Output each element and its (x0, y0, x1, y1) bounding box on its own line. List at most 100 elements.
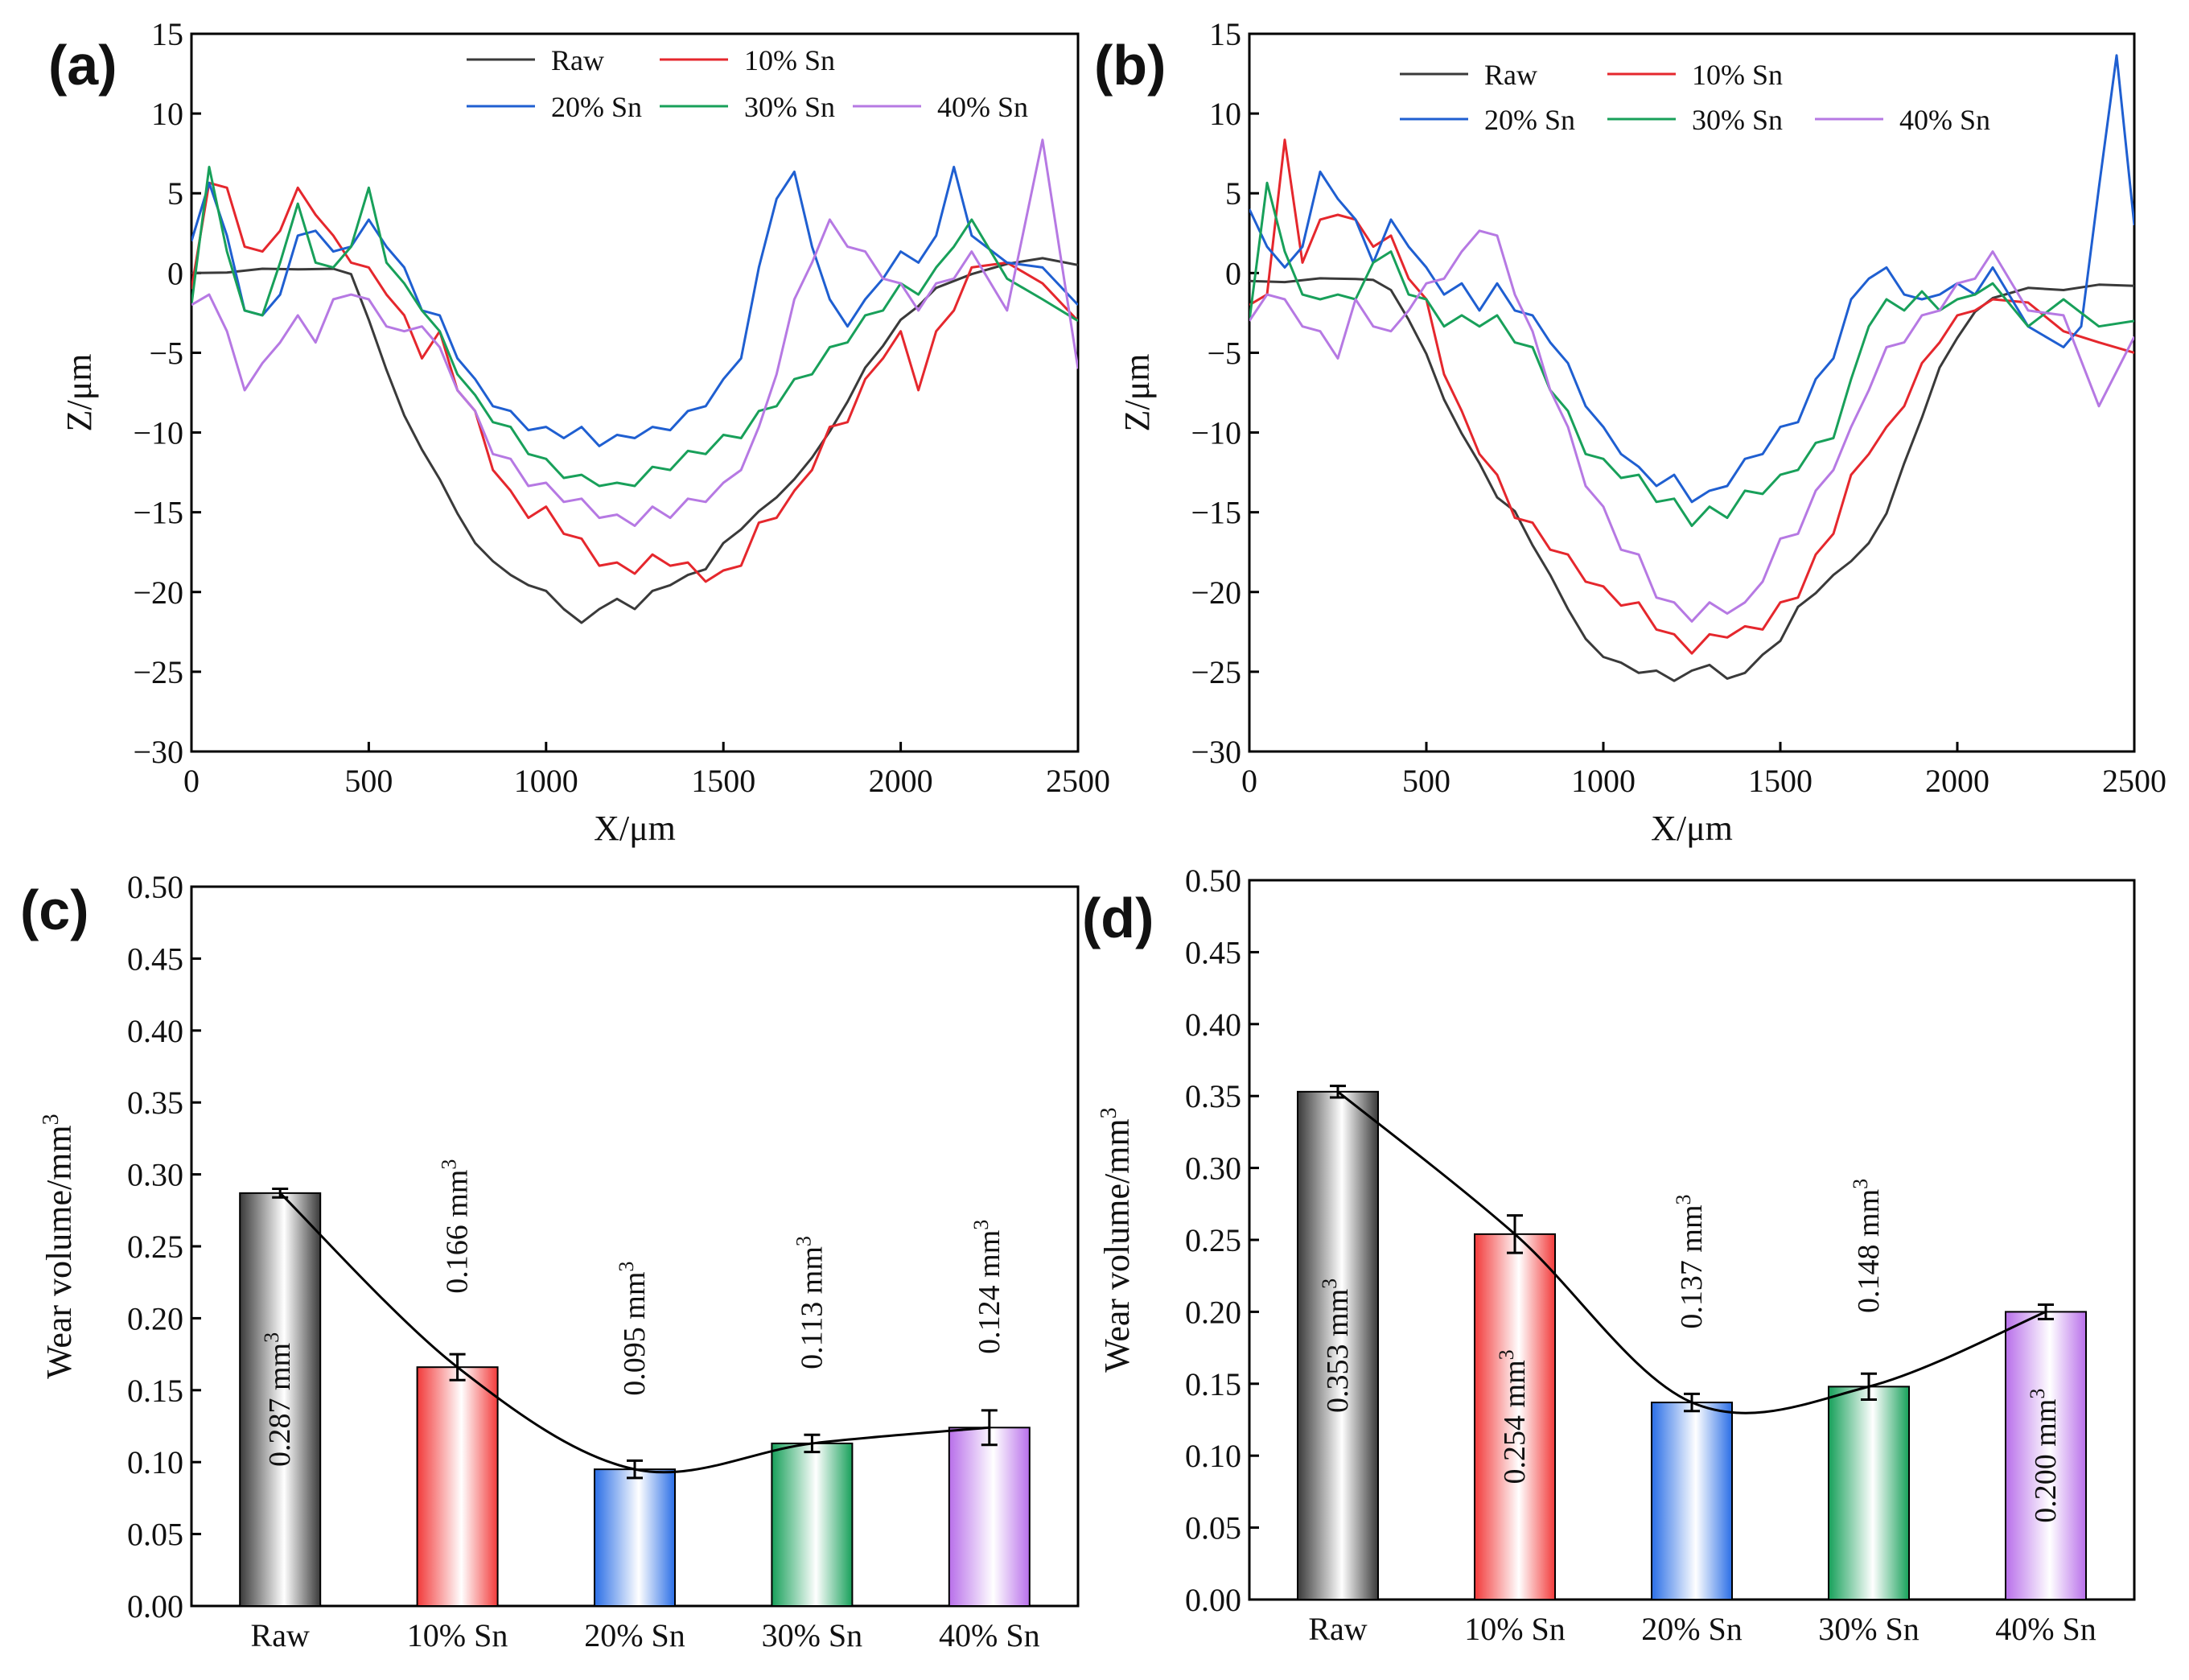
bar-value-label: 0.254 mm3 (1495, 1349, 1532, 1484)
y-tick-label: 0.45 (127, 941, 183, 977)
series-line-30-sn (191, 166, 1078, 488)
y-tick-label: 0.45 (1185, 934, 1241, 970)
bar-value-label: 0.113 mm3 (792, 1236, 829, 1369)
y-tick-label: 0.30 (1185, 1151, 1241, 1187)
y-tick-label: 0.00 (1185, 1582, 1241, 1618)
y-tick-label: 0.25 (1185, 1222, 1241, 1258)
y-tick-label: 0.10 (1185, 1438, 1241, 1474)
bar-value-label: 0.124 mm3 (969, 1220, 1006, 1354)
legend-label: 20% Sn (551, 91, 642, 123)
legend-label: Raw (551, 44, 604, 76)
y-tick-label: 0.20 (127, 1300, 183, 1336)
plot-area-a: 15 10 5 0 −5 −10 −15 −20 −25 −30 Z/μm 0 500 1000 1500 2… (60, 16, 1110, 848)
bar-value-label: 0.353 mm3 (1318, 1279, 1355, 1413)
y-tick-label: 0.40 (127, 1013, 183, 1049)
y-tick-label: 0 (1225, 255, 1241, 291)
x-category-label: 30% Sn (1818, 1611, 1919, 1647)
series-line-10-sn (1249, 138, 2134, 655)
panel-label-b: (b) (1094, 34, 1166, 97)
series-line-raw (191, 257, 1078, 624)
y-tick-label: −10 (1191, 415, 1241, 451)
x-category-label: 10% Sn (407, 1617, 508, 1653)
series-line-40-sn (191, 138, 1078, 527)
x-category-label: 40% Sn (939, 1617, 1040, 1653)
x-tick-label: 2500 (2102, 763, 2166, 799)
y-tick-label: 0.15 (1185, 1366, 1241, 1402)
bar-20-sn (594, 1468, 676, 1608)
x-category-label: Raw (1308, 1611, 1367, 1647)
x-tick-label: 2000 (1925, 763, 1989, 799)
x-category-label: 40% Sn (1995, 1611, 2096, 1647)
bar-value-label: 0.200 mm3 (2026, 1389, 2063, 1523)
y-tick-label: −25 (1191, 654, 1241, 690)
bar-30-sn (771, 1442, 854, 1608)
y-tick-label: −25 (133, 654, 183, 690)
x-category-label: 20% Sn (584, 1617, 685, 1653)
y-axis-title: Wear volume/mm3 (39, 1114, 79, 1378)
legend-label: 10% Sn (744, 44, 835, 76)
bar-value-label: 0.148 mm3 (1849, 1179, 1886, 1313)
trend-line (1337, 1090, 2047, 1414)
y-tick-label: 0.30 (127, 1157, 183, 1193)
x-tick-label: 2500 (1046, 763, 1110, 799)
y-tick-label: −5 (1207, 335, 1241, 371)
legend-label: 40% Sn (937, 91, 1028, 123)
x-category-label: 10% Sn (1464, 1611, 1566, 1647)
x-tick-label: 500 (344, 763, 393, 799)
legend-label: Raw (1484, 59, 1537, 91)
y-tick-label: −15 (1191, 495, 1241, 531)
y-tick-label: 10 (151, 96, 183, 132)
plot-frame-b (1248, 32, 2136, 753)
panel-label-d: (d) (1082, 887, 1154, 949)
x-category-label: 20% Sn (1641, 1611, 1743, 1647)
y-tick-label: 0.35 (127, 1085, 183, 1121)
panel-c: (c) 0.50 0.45 0.40 0.35 0.30 0.25 0.20 0.15 0.10… (20, 869, 1080, 1653)
y-tick-label: −20 (133, 574, 183, 611)
legend-label: 20% Sn (1484, 104, 1575, 136)
y-tick-label: 0.10 (127, 1444, 183, 1480)
bar-value-label: 0.287 mm3 (260, 1332, 297, 1467)
x-tick-label: 0 (183, 763, 200, 799)
panel-d: (d) 0.50 0.45 0.40 0.35 0.30 0.25 0.20 0.15 0.10… (1082, 863, 2136, 1647)
y-tick-label: 5 (1225, 175, 1241, 212)
legend-label: 10% Sn (1692, 59, 1783, 91)
panel-label-a: (a) (48, 34, 117, 97)
y-tick-label: −10 (133, 415, 183, 451)
y-axis-title: Z/μm (1117, 354, 1157, 432)
y-tick-label: 0.50 (1185, 863, 1241, 899)
series-line-40-sn (1249, 229, 2134, 623)
y-tick-label: 0.50 (127, 869, 183, 905)
x-tick-label: 1000 (1571, 763, 1636, 799)
x-category-label: Raw (251, 1617, 310, 1653)
series-line-30-sn (1249, 181, 2134, 527)
y-tick-label: 0.05 (1185, 1510, 1241, 1546)
y-tick-label: −15 (133, 495, 183, 531)
x-category-label: 30% Sn (762, 1617, 863, 1653)
bar-raw (239, 1192, 322, 1607)
bar-value-label: 0.095 mm3 (615, 1262, 652, 1396)
bar-20-sn (1651, 1402, 1733, 1600)
x-tick-label: 1500 (1748, 763, 1813, 799)
bar-raw (1297, 1090, 1379, 1601)
plot-area-b: 15 10 5 0 −5 −10 −15 −20 −25 −30 Z/μm 0 500 1000 1500 2… (1117, 16, 2166, 848)
y-tick-label: −30 (133, 734, 183, 770)
x-tick-label: 1000 (514, 763, 578, 799)
trend-line (279, 1192, 990, 1474)
legend-label: 30% Sn (1692, 104, 1783, 136)
plot-area-d: 0.50 0.45 0.40 0.35 0.30 0.25 0.20 0.15 0.10 0.05… (1097, 863, 2096, 1647)
bar-value-label: 0.166 mm3 (438, 1159, 475, 1294)
y-tick-label: 0.25 (127, 1229, 183, 1265)
panel-label-c: (c) (20, 879, 89, 941)
series-line-20-sn (191, 166, 1078, 447)
y-tick-label: 15 (1209, 16, 1241, 52)
y-axis-title: Wear volume/mm3 (1097, 1107, 1137, 1372)
x-tick-label: 1500 (691, 763, 755, 799)
bar-40-sn (2005, 1311, 2087, 1601)
y-axis-title: Z/μm (60, 354, 99, 432)
plot-frame-a (190, 32, 1080, 753)
legend-label: 30% Sn (744, 91, 835, 123)
series-line-10-sn (191, 181, 1078, 583)
y-tick-label: −20 (1191, 574, 1241, 611)
